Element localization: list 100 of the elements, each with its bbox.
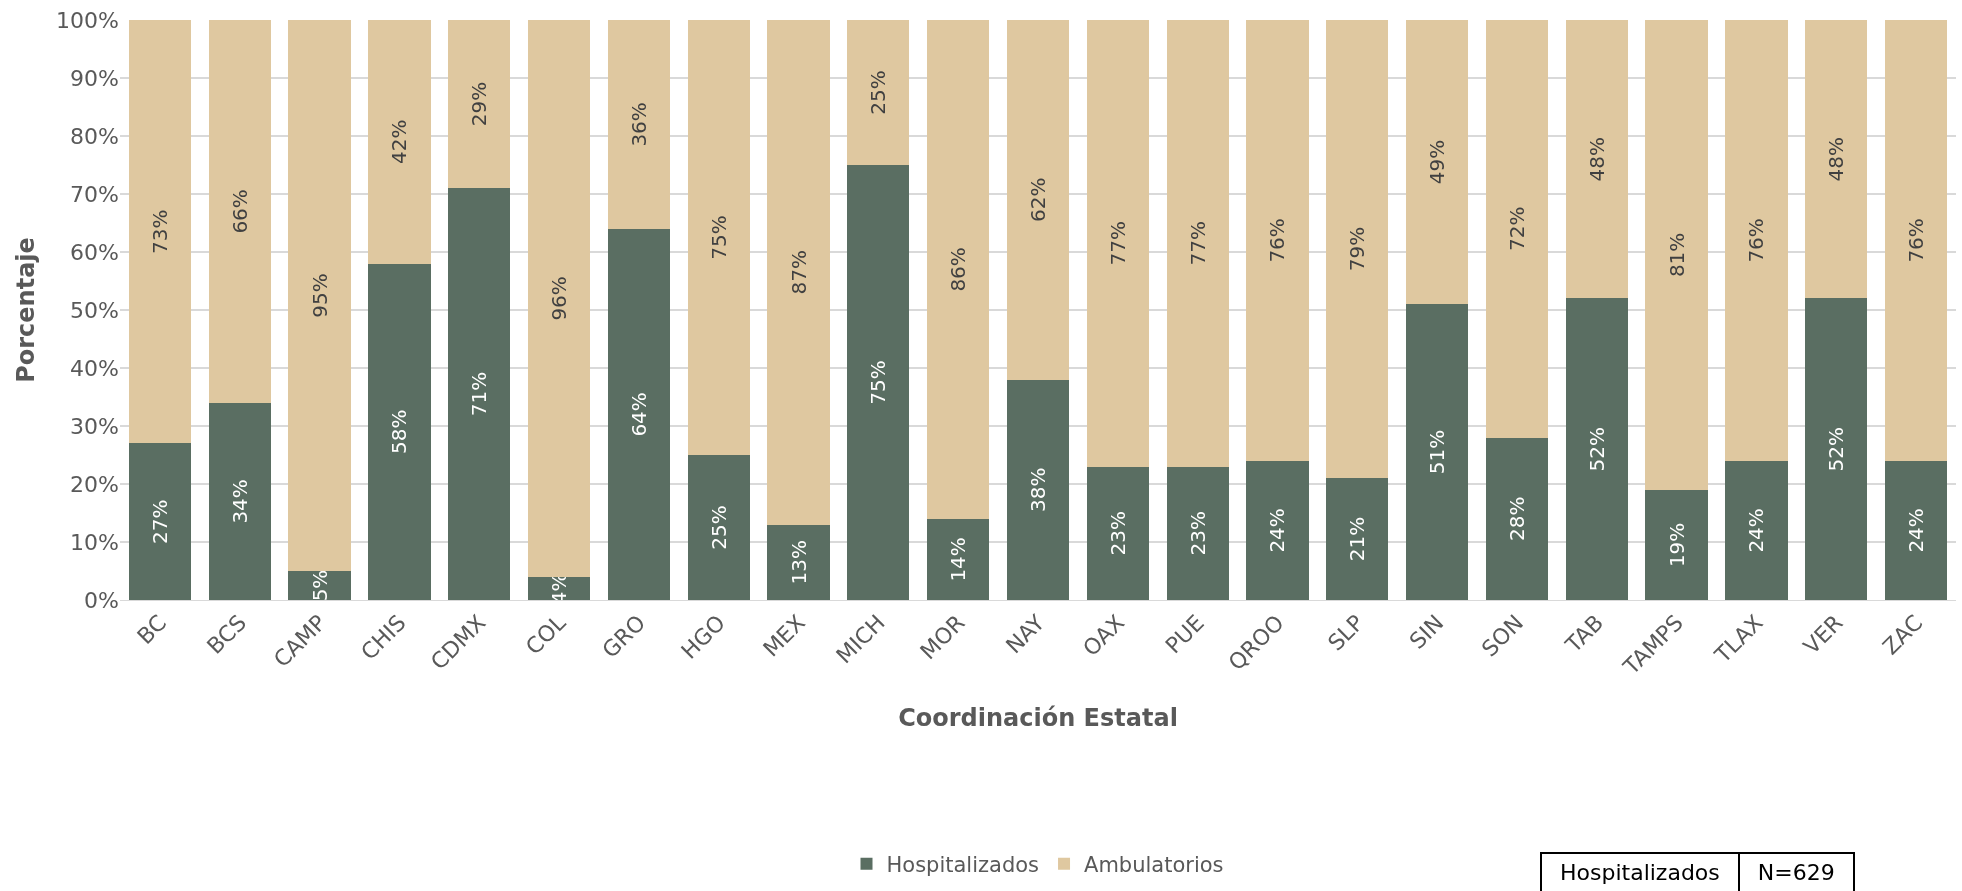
data-label: 64% <box>626 392 651 437</box>
x-tick-label: COL <box>520 609 571 660</box>
bar <box>847 20 910 165</box>
data-label: 73% <box>147 209 172 254</box>
bar <box>1326 20 1389 479</box>
bar <box>527 20 591 577</box>
data-label: 79% <box>1345 226 1370 272</box>
bar <box>607 20 670 229</box>
data-label: 28% <box>1504 496 1529 542</box>
bar <box>448 188 511 600</box>
bar <box>1326 478 1389 600</box>
data-label: 66% <box>227 189 252 234</box>
data-label: 76% <box>1904 218 1929 263</box>
data-label: 23% <box>1185 511 1210 556</box>
data-label: 42% <box>387 119 412 165</box>
y-tick-label: 20% <box>70 471 119 497</box>
data-label: 71% <box>467 371 492 417</box>
data-label: 75% <box>706 215 731 260</box>
bar <box>1246 20 1309 461</box>
bar <box>1565 20 1628 299</box>
bar <box>1725 20 1788 461</box>
text: N=629 <box>1738 853 1854 891</box>
data-label: 19% <box>1664 522 1689 568</box>
x-tick-label: SIN <box>1404 610 1449 654</box>
bar <box>1645 20 1708 490</box>
data-label: 27% <box>147 499 172 544</box>
bar <box>687 20 750 455</box>
x-tick-label: SLP <box>1323 610 1369 656</box>
data-label: 75% <box>866 360 891 405</box>
bar <box>1645 489 1708 600</box>
bar <box>607 228 670 600</box>
x-tick-label: TAB <box>1560 610 1609 659</box>
data-label: 24% <box>1265 508 1290 553</box>
legend-label: Ambulatorios <box>1084 852 1224 877</box>
data-label: 96% <box>547 276 572 321</box>
data-label: 58% <box>387 409 412 455</box>
data-label: 62% <box>1026 177 1050 223</box>
data-label: 14% <box>946 537 971 582</box>
data-label: 52% <box>1824 426 1849 472</box>
x-tick-label: VER <box>1798 610 1848 659</box>
bar <box>927 20 990 519</box>
bar <box>1805 20 1868 299</box>
y-tick-label: 60% <box>70 239 119 265</box>
data-label: 38% <box>1026 467 1050 513</box>
data-label: 36% <box>626 102 651 147</box>
bar <box>1086 466 1149 600</box>
y-tick-label: 0% <box>84 587 119 613</box>
bar <box>1485 437 1549 600</box>
bar <box>1565 298 1628 600</box>
data-label: 24% <box>1904 508 1929 553</box>
data-label: 29% <box>467 81 492 127</box>
data-label: 48% <box>1584 136 1609 182</box>
data-label: 34% <box>227 479 252 524</box>
bar <box>1166 466 1229 600</box>
bar <box>1006 379 1070 600</box>
bar <box>847 165 910 600</box>
bar <box>1884 460 1948 600</box>
data-label: 77% <box>1105 221 1130 266</box>
bar <box>927 518 990 600</box>
bar <box>368 20 431 264</box>
bar <box>448 20 511 189</box>
bar <box>1166 20 1229 467</box>
bar <box>1725 460 1788 600</box>
data-label: 49% <box>1425 139 1450 185</box>
data-label: 86% <box>946 247 971 292</box>
data-label: 81% <box>1664 232 1689 278</box>
bar <box>128 443 192 600</box>
data-label: 21% <box>1345 516 1370 562</box>
data-label: 87% <box>786 250 811 295</box>
data-label: 72% <box>1504 206 1529 252</box>
text: Hospitalizados <box>1541 853 1739 891</box>
y-tick-label: 50% <box>70 297 119 323</box>
x-tick-label: BC <box>132 610 172 649</box>
bar <box>767 524 830 600</box>
bar <box>1246 460 1309 600</box>
bar <box>1805 298 1868 600</box>
y-axis-title: Porcentaje <box>12 237 41 383</box>
data-label: 25% <box>706 505 731 550</box>
data-label: 52% <box>1584 426 1609 472</box>
bar <box>288 20 351 571</box>
y-tick-label: 30% <box>70 413 119 439</box>
data-label: 24% <box>1744 508 1769 553</box>
x-axis-title: Coordinación Estatal <box>898 704 1178 733</box>
y-tick-label: 90% <box>70 65 119 91</box>
data-label: 95% <box>307 273 332 318</box>
data-label: 5% <box>307 569 332 602</box>
y-tick-label: 40% <box>70 355 119 381</box>
data-label: 76% <box>1265 218 1290 263</box>
bar <box>1884 20 1948 461</box>
bar <box>1086 20 1149 467</box>
bar <box>208 20 271 403</box>
y-tick-label: 80% <box>70 123 119 149</box>
data-label: 77% <box>1185 221 1210 266</box>
data-label: 48% <box>1824 136 1849 182</box>
bar <box>1406 304 1469 600</box>
data-label: 23% <box>1105 511 1130 556</box>
bar <box>368 263 431 600</box>
data-label: 25% <box>866 70 891 115</box>
y-tick-label: 70% <box>70 181 119 207</box>
bar <box>1006 20 1070 380</box>
